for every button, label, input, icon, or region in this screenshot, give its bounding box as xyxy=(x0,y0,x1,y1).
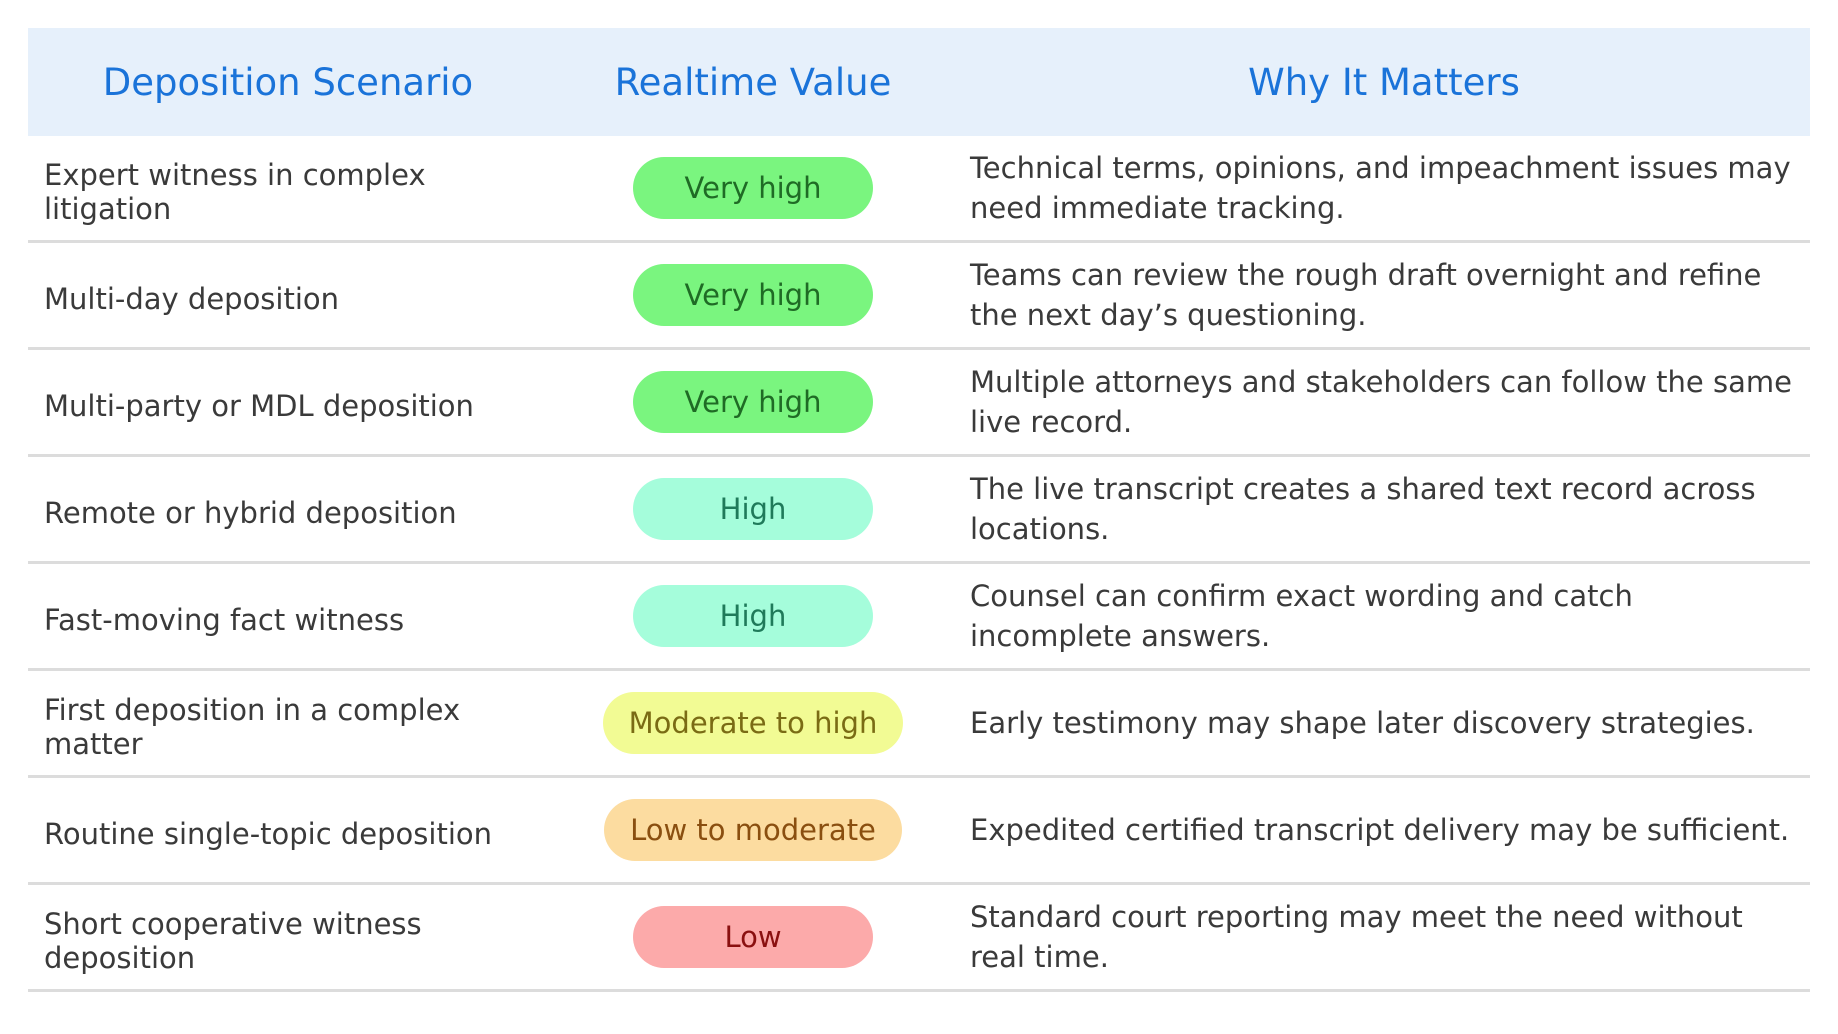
value-badge: Low to moderate xyxy=(604,799,902,861)
why-cell: Standard court reporting may meet the ne… xyxy=(970,900,1743,974)
value-badge: Low xyxy=(633,906,873,968)
deposition-table: Deposition Scenario Realtime Value Why I… xyxy=(28,28,1810,992)
scenario-cell: Routine single-topic deposition xyxy=(44,817,493,851)
value-badge: Moderate to high xyxy=(602,692,904,754)
why-cell: Technical terms, opinions, and impeachme… xyxy=(970,151,1791,225)
value-badge: High xyxy=(633,478,873,540)
value-badge: High xyxy=(633,585,873,647)
header-why-it-matters: Why It Matters xyxy=(1248,60,1520,104)
table-row: Routine single-topic deposition Low to m… xyxy=(28,778,1810,885)
why-cell: Early testimony may shape later discover… xyxy=(970,706,1755,740)
scenario-cell: Multi-day deposition xyxy=(44,282,340,316)
why-cell: Multiple attorneys and stakeholders can … xyxy=(970,365,1792,439)
scenario-cell: Remote or hybrid deposition xyxy=(44,496,457,530)
table-row: Multi-party or MDL deposition Very high … xyxy=(28,350,1810,457)
table-row: Multi-day deposition Very high Teams can… xyxy=(28,243,1810,350)
scenario-cell: First deposition in a complex matter xyxy=(44,693,461,761)
value-badge: Very high xyxy=(633,264,873,326)
header-realtime-value: Realtime Value xyxy=(614,60,892,104)
why-cell: Expedited certified transcript delivery … xyxy=(970,813,1790,847)
header-scenario: Deposition Scenario xyxy=(102,60,474,104)
table-header: Deposition Scenario Realtime Value Why I… xyxy=(28,28,1810,136)
value-badge: Very high xyxy=(633,371,873,433)
table-row: Fast-moving fact witness High Counsel ca… xyxy=(28,564,1810,671)
table-row: Short cooperative witness deposition Low… xyxy=(28,885,1810,992)
why-cell: The live transcript creates a shared tex… xyxy=(970,472,1756,546)
table-row: Remote or hybrid deposition High The liv… xyxy=(28,457,1810,564)
value-badge: Very high xyxy=(633,157,873,219)
scenario-cell: Fast-moving fact witness xyxy=(44,603,405,637)
table-row: Expert witness in complex litigation Ver… xyxy=(28,136,1810,243)
scenario-cell: Expert witness in complex litigation xyxy=(44,158,426,226)
scenario-cell: Short cooperative witness deposition xyxy=(44,907,422,975)
table-row: First deposition in a complex matter Mod… xyxy=(28,671,1810,778)
why-cell: Teams can review the rough draft overnig… xyxy=(970,258,1762,332)
scenario-cell: Multi-party or MDL deposition xyxy=(44,389,474,423)
why-cell: Counsel can confirm exact wording and ca… xyxy=(970,579,1633,653)
